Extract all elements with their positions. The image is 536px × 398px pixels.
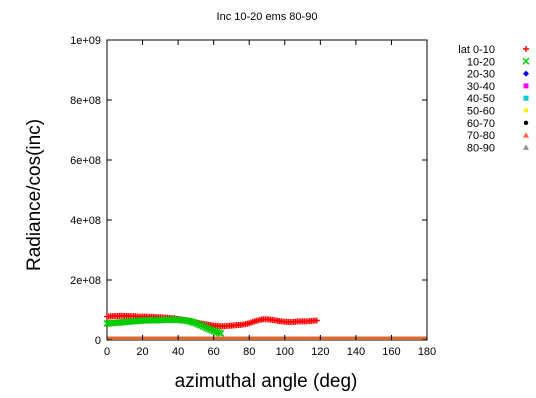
data-point <box>313 317 320 324</box>
data-point <box>204 325 212 333</box>
plot-frame <box>106 39 428 341</box>
data-point <box>203 324 211 332</box>
y-tick-label: 6e+08 <box>70 155 101 167</box>
y-tick-label: 1e+09 <box>70 35 101 47</box>
legend-label: 20-30 <box>467 69 495 81</box>
legend-label: lat 0-10 <box>458 44 495 56</box>
x-tick-label: 20 <box>136 346 148 358</box>
x-tick-label: 160 <box>382 346 400 358</box>
legend-label: 30-40 <box>467 81 495 93</box>
x-tick-label: 100 <box>276 346 294 358</box>
legend-marker <box>523 83 529 89</box>
data-point <box>194 320 202 328</box>
x-axis-label: azimuthal angle (deg) <box>175 371 358 392</box>
data-point <box>197 321 205 329</box>
x-tick-label: 140 <box>347 346 365 358</box>
legend-marker <box>523 120 529 126</box>
legend-label: 50-60 <box>467 106 495 118</box>
series-marks <box>103 312 320 337</box>
x-axis-ticks: 0 20 40 60 80 100 120 140 160 180 <box>104 40 436 358</box>
x-tick-label: 40 <box>172 346 184 358</box>
legend-label: 70-80 <box>467 130 495 142</box>
y-tick-label: 8e+08 <box>70 95 101 107</box>
legend-marker <box>523 95 529 101</box>
baseline-band-group <box>107 336 427 340</box>
baseline-band <box>107 336 427 340</box>
legend-marker <box>522 57 530 65</box>
legend-marker <box>523 132 529 138</box>
legend-marker <box>523 144 529 150</box>
data-point <box>215 329 223 337</box>
y-tick-label: 0 <box>95 335 101 347</box>
y-tick-label: 2e+08 <box>70 275 101 287</box>
x-tick-label: 80 <box>243 346 255 358</box>
legend-label: 80-90 <box>467 142 495 154</box>
y-tick-label: 4e+08 <box>70 215 101 227</box>
series-1 <box>103 316 225 337</box>
y-axis-label: Radiance/cos(inc) <box>24 119 45 271</box>
chart-title: Inc 10-20 ems 80-90 <box>217 11 318 23</box>
data-point <box>195 321 203 329</box>
x-tick-label: 180 <box>418 346 436 358</box>
data-point <box>192 319 200 327</box>
x-tick-label: 60 <box>208 346 220 358</box>
legend-marker <box>523 46 529 52</box>
plot-area <box>106 39 428 341</box>
legend-label: 40-50 <box>467 93 495 105</box>
x-tick-label: 0 <box>104 346 110 358</box>
y-axis-ticks: 0 2e+08 4e+08 6e+08 8e+08 1e+09 <box>70 35 427 347</box>
legend-label: 60-70 <box>467 118 495 130</box>
data-point <box>206 326 214 333</box>
legend-marker <box>523 70 529 77</box>
legend: lat 0-1010-2020-3030-4040-5050-6060-7070… <box>458 44 530 154</box>
legend-label: 10-20 <box>467 56 495 68</box>
legend-marker <box>523 108 529 113</box>
data-point <box>217 329 225 337</box>
x-tick-label: 120 <box>311 346 329 358</box>
